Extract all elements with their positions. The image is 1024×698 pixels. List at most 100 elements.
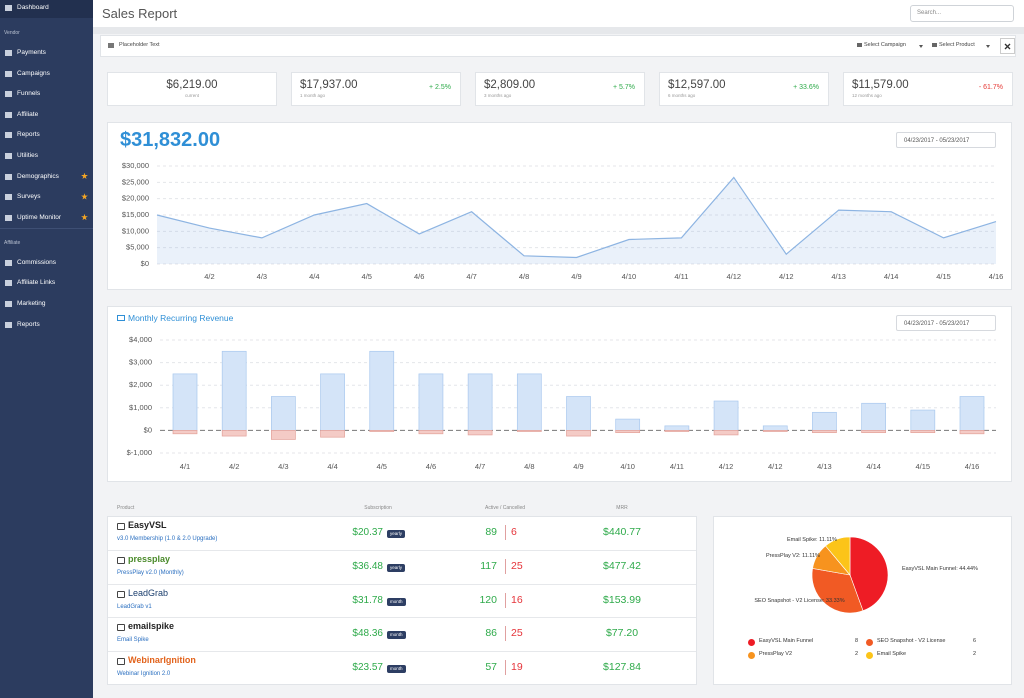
nav-label[interactable]: Marketing	[17, 300, 46, 307]
nav-label[interactable]: Funnels	[17, 90, 41, 98]
caret	[986, 45, 990, 48]
active-count: 120	[479, 593, 497, 606]
nav-star	[81, 213, 88, 221]
campaign-select[interactable]: Select Campaign	[864, 42, 906, 48]
bar	[271, 430, 296, 440]
filter-placeholder: Placeholder Text	[119, 42, 160, 48]
y-tick-label: $5,000	[126, 243, 149, 252]
cancelled-count: 19	[511, 661, 523, 674]
nav-icon	[5, 259, 12, 266]
product-name[interactable]: PressPlay v2.0 (Monthly)	[117, 569, 184, 576]
stat-period: 12 months ago	[852, 93, 882, 98]
x-tick-label: 4/6	[426, 462, 436, 471]
x-tick-label: 4/5	[362, 272, 372, 281]
stat-card	[475, 72, 645, 106]
product-name[interactable]: Email Spike	[117, 637, 149, 644]
stat-period: current	[184, 93, 199, 98]
product-select[interactable]: Select Product	[939, 42, 975, 48]
nav-label[interactable]: Reports	[17, 131, 40, 139]
stat-period: 3 months ago	[484, 93, 512, 98]
table-header: MRR	[616, 505, 628, 511]
bar	[615, 418, 641, 431]
nav-icon	[5, 173, 12, 180]
bar	[713, 430, 739, 436]
x-tick-label: 4/3	[278, 462, 288, 471]
nav-label[interactable]: Demographics	[17, 172, 59, 180]
nav-label[interactable]: Payments	[17, 49, 46, 56]
nav-label[interactable]: Commissions	[17, 258, 57, 266]
legend-label: EasyVSL Main Funnel	[759, 638, 814, 644]
stat-change: + 5.7%	[613, 84, 635, 91]
x-tick-label: 4/16	[989, 272, 1004, 281]
stat-value: $11,579.00	[852, 79, 909, 91]
stat-value: $17,937.00	[300, 79, 358, 91]
bar	[762, 425, 788, 431]
x-tick-label: 4/13	[831, 272, 846, 281]
product-logo-icon	[117, 624, 125, 632]
stat-card	[843, 72, 1013, 106]
nav-section: Vendor	[4, 30, 20, 36]
active-count: 89	[485, 526, 497, 538]
cancelled-count: 16	[511, 593, 523, 606]
product-logo: pressplay	[128, 553, 171, 564]
bar	[221, 430, 247, 437]
date-range[interactable]: 04/23/2017 - 05/23/2017	[896, 315, 996, 331]
active-count: 86	[485, 627, 497, 640]
cancelled-count: 25	[511, 627, 523, 640]
filter-bar	[100, 35, 1016, 57]
x-tick-label: 4/10	[620, 462, 635, 471]
product-name[interactable]: LeadGrab v1	[117, 603, 152, 610]
bar	[959, 396, 985, 431]
product-name[interactable]: v3.0 Membership (1.0 & 2.0 Upgrade)	[117, 536, 218, 542]
pie-slice	[849, 536, 889, 612]
x-tick-label: 4/5	[377, 462, 387, 471]
bar	[516, 430, 542, 432]
product-name[interactable]: Webinar Ignition 2.0	[117, 671, 171, 678]
nav-label[interactable]: Reports	[17, 320, 40, 328]
mrr: $127.84	[603, 661, 641, 674]
product-logo: LeadGrab	[128, 587, 169, 598]
x-tick-label: 4/11	[674, 272, 688, 281]
nav-label[interactable]: Affiliate Links	[17, 279, 56, 287]
nav-icon	[5, 50, 12, 56]
y-tick-label: $20,000	[122, 194, 149, 203]
stat-card	[291, 72, 461, 106]
x-tick-label: 4/15	[936, 272, 951, 281]
y-tick-label: $4,000	[129, 335, 152, 344]
product-logo-icon	[117, 523, 125, 530]
nav-label[interactable]: Surveys	[17, 193, 41, 201]
nav-icon	[5, 321, 12, 328]
nav-label[interactable]: Campaigns	[17, 69, 50, 77]
nav-label[interactable]: Affiliate	[17, 110, 39, 118]
nav-label[interactable]: Dashboard	[17, 4, 49, 11]
x-tick-label: 4/1	[180, 462, 190, 471]
x-tick-label: 4/13	[817, 462, 832, 471]
nav-icon	[5, 132, 12, 139]
x-tick-label: 4/14	[884, 272, 899, 281]
bar	[615, 430, 641, 434]
table-header: Product	[117, 505, 135, 511]
nav-divider	[0, 227, 93, 229]
nav-label[interactable]: Uptime Monitor	[17, 213, 62, 221]
date-range[interactable]: 04/23/2017 - 05/23/2017	[896, 132, 996, 148]
y-tick-label: $10,000	[122, 226, 149, 235]
product-logo-icon	[117, 590, 125, 598]
close-button[interactable]	[1000, 38, 1015, 54]
billing-badge: month	[387, 597, 406, 606]
x-tick-label: 4/3	[257, 272, 267, 281]
search-box[interactable]: Search...	[910, 5, 1014, 22]
y-tick-label: $0	[141, 259, 149, 268]
cancelled-count: 6	[511, 526, 517, 538]
bar	[418, 373, 444, 431]
stat-change: + 33.6%	[793, 84, 819, 91]
bar	[467, 430, 493, 436]
product-logo-icon	[117, 658, 125, 666]
nav-active	[0, 0, 93, 18]
x-tick-label: 4/4	[309, 272, 319, 281]
pie-slice	[825, 536, 851, 576]
bar	[172, 373, 198, 431]
nav-icon	[5, 194, 12, 201]
cancelled-count: 25	[511, 559, 523, 572]
nav-label[interactable]: Utilities	[17, 152, 38, 159]
